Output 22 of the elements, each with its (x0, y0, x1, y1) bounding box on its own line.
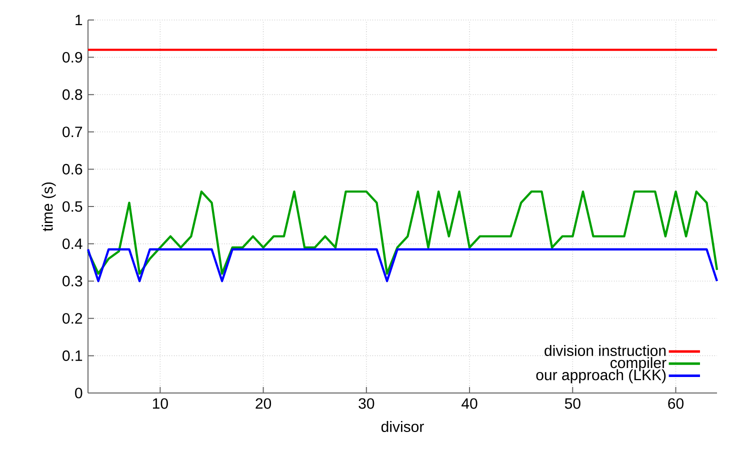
y-tick-label: 0.8 (62, 89, 82, 100)
y-axis-title: time (s) (42, 182, 56, 232)
x-tick-label: 10 (152, 398, 168, 409)
x-tick-label: 30 (358, 398, 374, 409)
y-tick-label: 0.6 (62, 164, 82, 174)
y-tick-label: 0 (75, 388, 82, 398)
x-axis-title: divisor (381, 421, 424, 432)
y-tick-label: 0.7 (62, 126, 82, 138)
y-tick-label: 1 (76, 14, 82, 26)
legend-label: our approach (LKK) (536, 369, 666, 384)
legend-label: division instruction (544, 344, 666, 356)
x-tick-label: 20 (256, 398, 272, 409)
y-tick-label: 0.9 (62, 52, 82, 63)
y-tick-label: 0.3 (62, 276, 82, 286)
y-tick-label: 0.1 (62, 350, 82, 362)
y-tick-label: 0.4 (62, 238, 82, 250)
x-tick-label: 60 (668, 398, 684, 409)
y-tick-label: 0.2 (62, 313, 82, 324)
x-tick-label: 40 (462, 398, 478, 409)
legend-label: compiler (610, 357, 666, 372)
x-tick-label: 50 (564, 398, 580, 409)
y-tick-label: 0.5 (62, 201, 82, 212)
